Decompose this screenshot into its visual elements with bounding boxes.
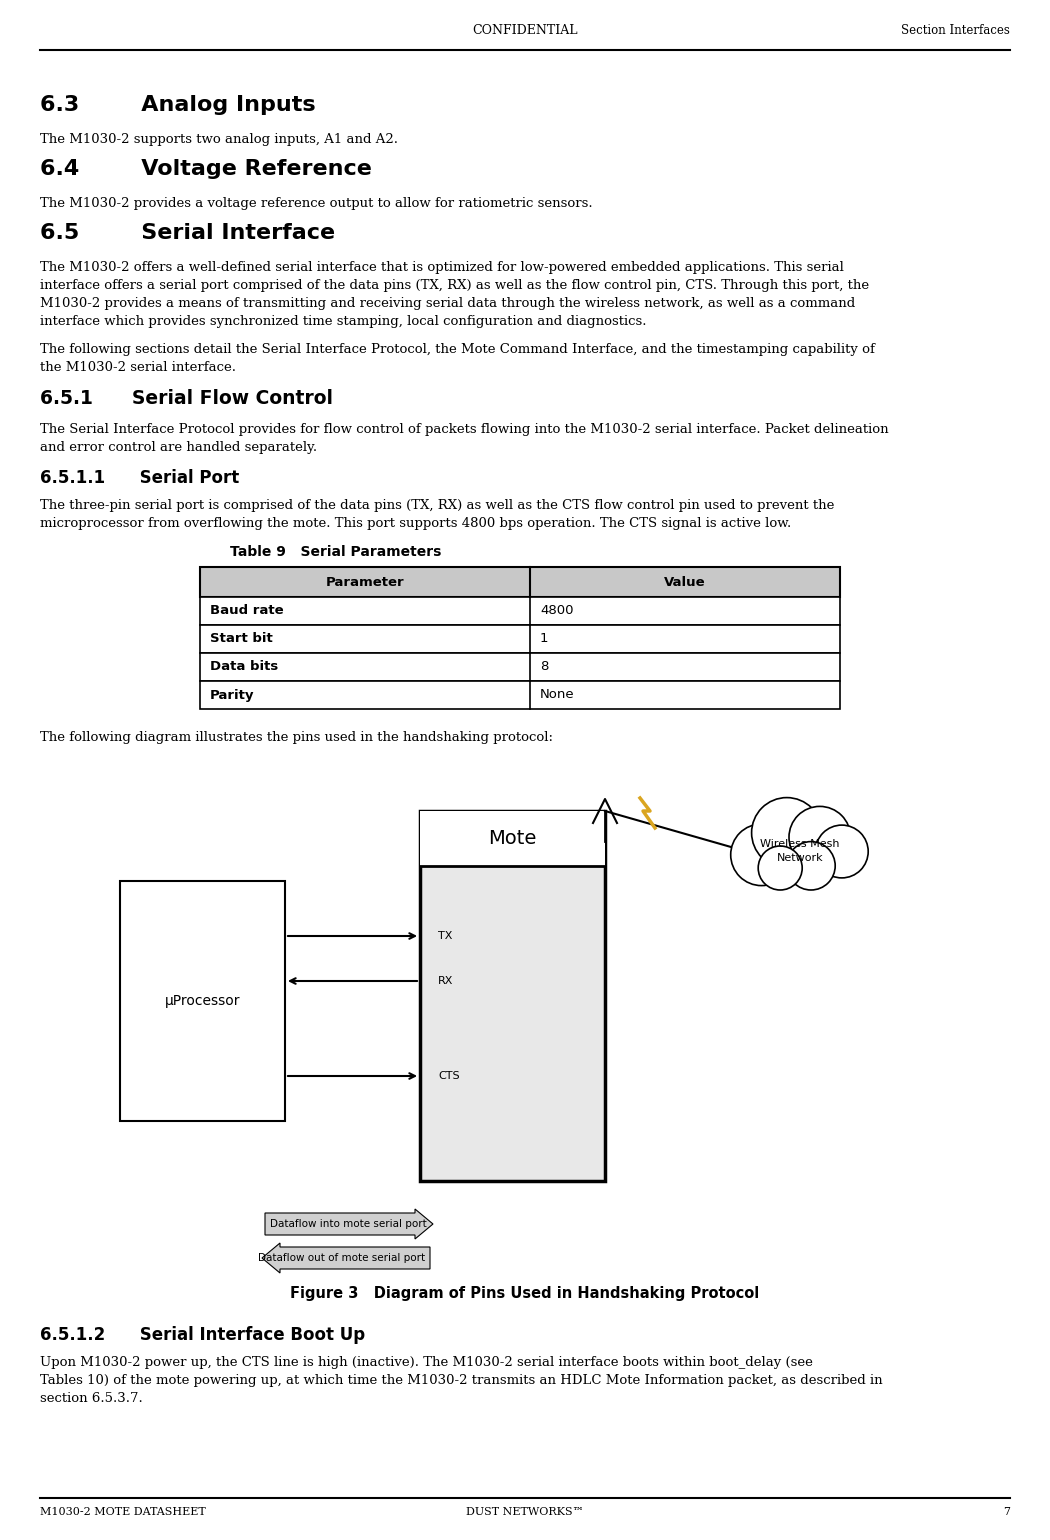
FancyArrow shape [262, 1243, 430, 1274]
Circle shape [816, 825, 868, 878]
Text: Data bits: Data bits [210, 661, 278, 673]
Text: The M1030-2 provides a voltage reference output to allow for ratiometric sensors: The M1030-2 provides a voltage reference… [40, 197, 592, 209]
Text: 6.3        Analog Inputs: 6.3 Analog Inputs [40, 95, 316, 116]
Bar [420, 812, 605, 1181]
Text: μProcessor: μProcessor [165, 993, 240, 1009]
Text: 6.5.1.2      Serial Interface Boot Up: 6.5.1.2 Serial Interface Boot Up [40, 1326, 365, 1344]
Text: 8: 8 [540, 661, 548, 673]
Text: Value: Value [665, 576, 706, 588]
Text: CTS: CTS [438, 1070, 460, 1081]
Text: RX: RX [438, 976, 454, 986]
Text: Baud rate: Baud rate [210, 605, 284, 618]
Text: Mote: Mote [488, 829, 537, 849]
Text: 6.4        Voltage Reference: 6.4 Voltage Reference [40, 159, 372, 179]
Text: 6.5.1      Serial Flow Control: 6.5.1 Serial Flow Control [40, 390, 333, 408]
Text: The M1030-2 supports two analog inputs, A1 and A2.: The M1030-2 supports two analog inputs, … [40, 132, 398, 146]
Text: M1030-2 MOTE DATASHEET: M1030-2 MOTE DATASHEET [40, 1508, 206, 1517]
Circle shape [789, 807, 850, 869]
Text: The following diagram illustrates the pins used in the handshaking protocol:: The following diagram illustrates the pi… [40, 732, 553, 744]
Text: 4800: 4800 [540, 605, 573, 618]
Bar [200, 567, 840, 598]
Bar [200, 653, 840, 681]
Text: Dataflow out of mote serial port: Dataflow out of mote serial port [258, 1254, 425, 1263]
Text: Parity: Parity [210, 688, 254, 702]
Text: CONFIDENTIAL: CONFIDENTIAL [472, 23, 578, 37]
Bar [200, 598, 840, 625]
Text: 6.5        Serial Interface: 6.5 Serial Interface [40, 223, 335, 243]
Text: 7: 7 [1003, 1508, 1010, 1517]
FancyArrow shape [265, 1209, 433, 1240]
Circle shape [786, 841, 835, 890]
Bar [420, 812, 605, 865]
Bar [200, 625, 840, 653]
Text: None: None [540, 688, 574, 702]
Text: 1: 1 [540, 633, 548, 645]
Text: Wireless Mesh
Network: Wireless Mesh Network [760, 839, 840, 862]
Bar [120, 881, 285, 1121]
Text: Dataflow into mote serial port: Dataflow into mote serial port [270, 1220, 426, 1229]
Text: Table 9   Serial Parameters: Table 9 Serial Parameters [230, 545, 441, 559]
Text: The three-pin serial port is comprised of the data pins (TX, RX) as well as the : The three-pin serial port is comprised o… [40, 499, 835, 530]
Text: The M1030-2 offers a well-defined serial interface that is optimized for low-pow: The M1030-2 offers a well-defined serial… [40, 260, 869, 328]
Text: Parameter: Parameter [326, 576, 404, 588]
Text: Start bit: Start bit [210, 633, 273, 645]
Bar [200, 681, 840, 708]
Text: TX: TX [438, 932, 453, 941]
Circle shape [731, 824, 793, 886]
Text: Upon M1030-2 power up, the CTS line is high (inactive). The M1030-2 serial inter: Upon M1030-2 power up, the CTS line is h… [40, 1357, 883, 1404]
Circle shape [758, 845, 802, 890]
Circle shape [752, 798, 822, 869]
Text: Section Interfaces: Section Interfaces [901, 23, 1010, 37]
Text: The following sections detail the Serial Interface Protocol, the Mote Command In: The following sections detail the Serial… [40, 343, 875, 374]
Text: The Serial Interface Protocol provides for flow control of packets flowing into : The Serial Interface Protocol provides f… [40, 424, 888, 454]
Text: Figure 3   Diagram of Pins Used in Handshaking Protocol: Figure 3 Diagram of Pins Used in Handsha… [291, 1286, 759, 1301]
Text: DUST NETWORKS™: DUST NETWORKS™ [466, 1508, 584, 1517]
Text: 6.5.1.1      Serial Port: 6.5.1.1 Serial Port [40, 470, 239, 487]
